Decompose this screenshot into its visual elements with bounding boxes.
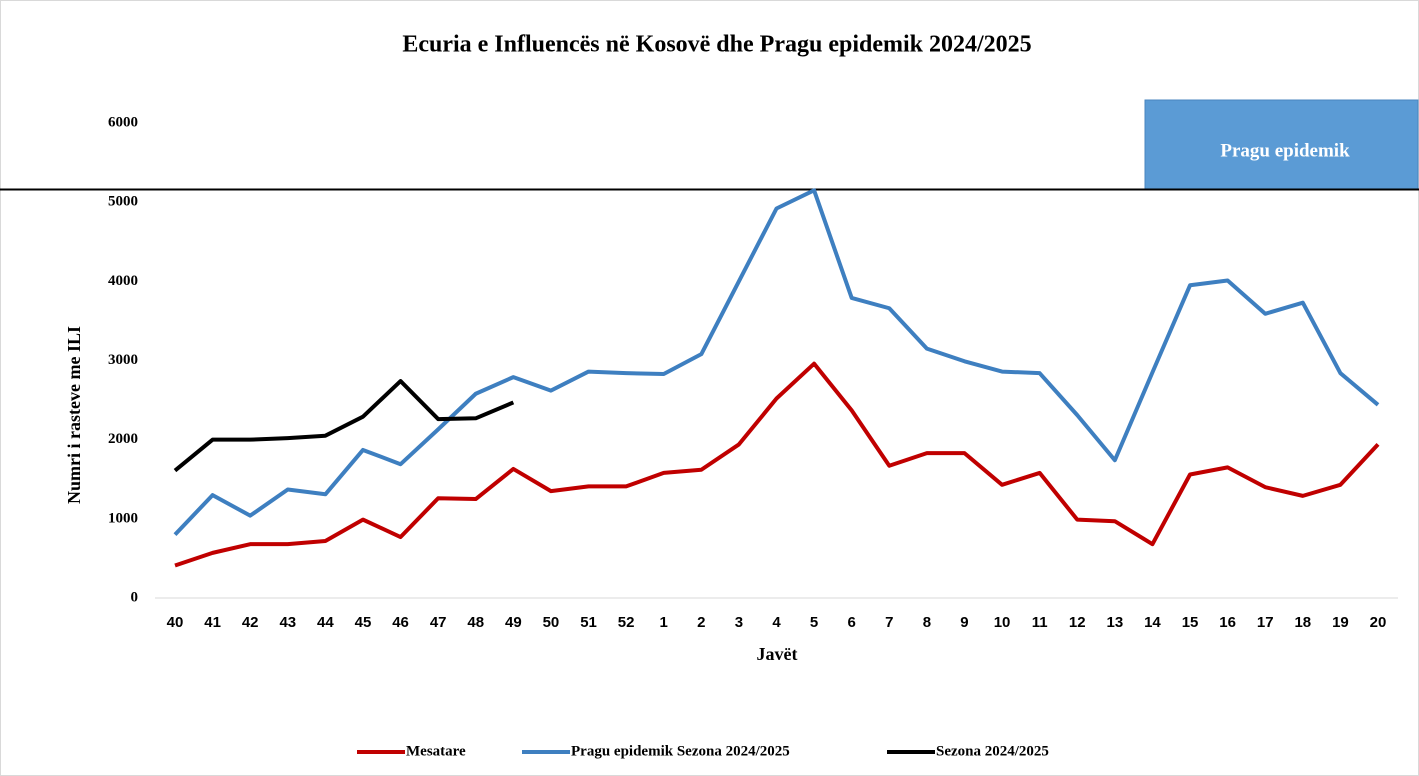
x-tick-label: 5 bbox=[810, 614, 818, 631]
series-line bbox=[173, 188, 1380, 537]
x-tick-label: 43 bbox=[279, 614, 296, 631]
x-tick-label: 12 bbox=[1069, 614, 1086, 631]
x-tick-label: 51 bbox=[580, 614, 597, 631]
x-tick-label: 3 bbox=[735, 614, 743, 631]
x-tick-label: 40 bbox=[167, 614, 184, 631]
x-tick-label: 50 bbox=[543, 614, 560, 631]
x-tick-label: 49 bbox=[505, 614, 522, 631]
threshold-label: Pragu epidemik bbox=[1220, 140, 1350, 161]
x-tick-label: 16 bbox=[1219, 614, 1236, 631]
series-line bbox=[173, 379, 515, 473]
x-tick-label: 45 bbox=[355, 614, 372, 631]
y-tick-label: 5000 bbox=[108, 194, 138, 210]
y-tick-label: 4000 bbox=[108, 273, 138, 289]
x-tick-label: 41 bbox=[204, 614, 221, 631]
x-tick-label: 18 bbox=[1294, 614, 1311, 631]
legend-label: Mesatare bbox=[406, 743, 466, 759]
x-tick-label: 6 bbox=[848, 614, 856, 631]
x-tick-label: 47 bbox=[430, 614, 447, 631]
y-axis-label: Numri i rasteve me ILI bbox=[64, 326, 84, 504]
x-tick-label: 7 bbox=[885, 614, 893, 631]
x-axis-label: Javët bbox=[757, 644, 798, 664]
x-tick-label: 9 bbox=[960, 614, 968, 631]
y-tick-label: 3000 bbox=[108, 352, 138, 368]
threshold-box bbox=[1144, 99, 1419, 190]
legend-label: Sezona 2024/2025 bbox=[936, 743, 1049, 759]
x-tick-label: 8 bbox=[923, 614, 931, 631]
x-tick-label: 17 bbox=[1257, 614, 1274, 631]
x-tick-label: 4 bbox=[772, 614, 781, 631]
x-tick-label: 42 bbox=[242, 614, 259, 631]
y-tick-label: 1000 bbox=[108, 510, 138, 526]
series-line bbox=[174, 361, 1380, 568]
y-tick-label: 0 bbox=[131, 589, 139, 605]
y-tick-label: 2000 bbox=[108, 431, 138, 447]
x-tick-label: 20 bbox=[1370, 614, 1387, 631]
x-tick-label: 11 bbox=[1032, 614, 1048, 631]
x-tick-label: 1 bbox=[660, 614, 668, 631]
x-tick-label: 46 bbox=[392, 614, 409, 631]
x-tick-label: 15 bbox=[1182, 614, 1199, 631]
legend-label: Pragu epidemik Sezona 2024/2025 bbox=[571, 743, 790, 759]
x-tick-label: 13 bbox=[1107, 614, 1124, 631]
y-tick-label: 6000 bbox=[108, 114, 138, 130]
x-tick-label: 44 bbox=[317, 614, 334, 631]
x-tick-label: 19 bbox=[1332, 614, 1349, 631]
x-tick-label: 48 bbox=[467, 614, 484, 631]
x-tick-label: 14 bbox=[1144, 614, 1161, 631]
x-tick-label: 52 bbox=[618, 614, 635, 631]
x-tick-label: 10 bbox=[994, 614, 1011, 631]
x-tick-label: 2 bbox=[697, 614, 705, 631]
chart-title: Ecuria e Influencës në Kosovë dhe Pragu … bbox=[402, 32, 1031, 58]
